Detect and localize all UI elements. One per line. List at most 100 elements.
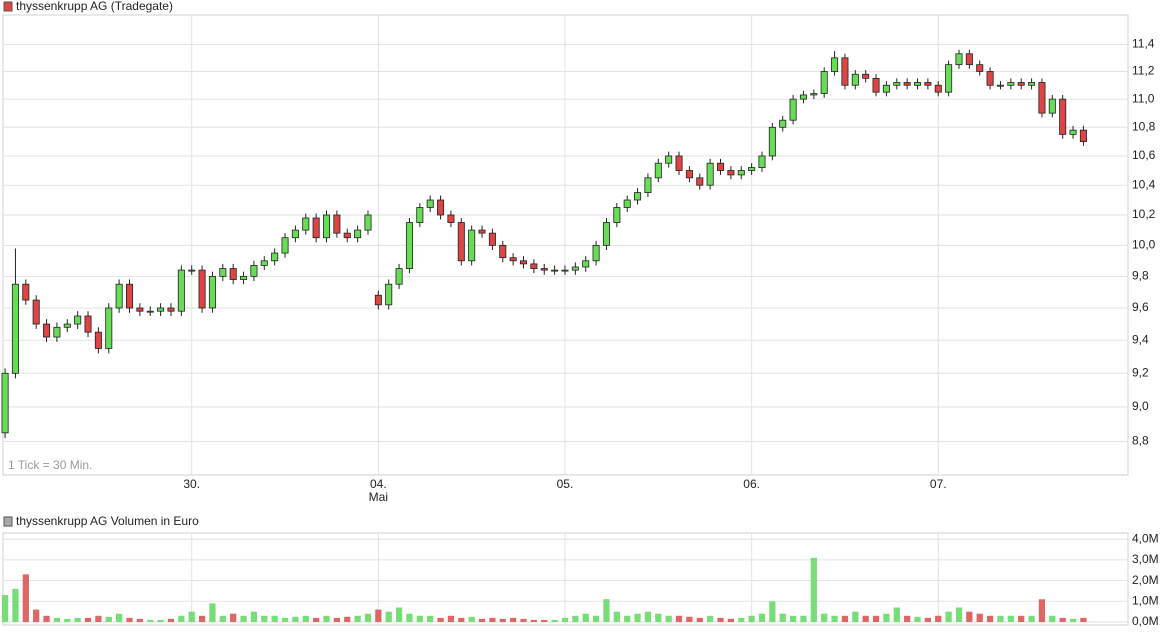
candle-body	[499, 244, 507, 259]
candle-body	[22, 283, 30, 301]
candle-body	[820, 71, 828, 94]
volume-bar	[447, 615, 455, 622]
volume-bar	[126, 617, 133, 622]
candle-body	[157, 307, 165, 312]
x-tick-label: 30.	[183, 477, 200, 491]
volume-bar	[375, 609, 382, 622]
volume-bar	[313, 617, 320, 622]
volume-bar	[458, 617, 465, 622]
candle-body	[986, 71, 994, 86]
volume-bar	[852, 611, 859, 622]
volume-bar	[157, 619, 164, 622]
y-tick-label: 9,4	[1132, 332, 1149, 346]
candle-body	[851, 73, 859, 86]
candle-body	[862, 73, 870, 79]
y-tick-label: 10,8	[1132, 119, 1156, 133]
y-tick-label: 10,4	[1132, 177, 1156, 191]
candle-body	[955, 53, 963, 66]
volume-bar	[955, 607, 963, 622]
candle-body	[32, 299, 40, 325]
volume-bar	[84, 617, 92, 622]
candle-body	[519, 260, 528, 265]
volume-bar	[686, 616, 693, 622]
volume-bar	[209, 603, 216, 622]
candle-body	[1028, 82, 1036, 86]
candle-body	[665, 155, 673, 164]
candle-body	[768, 126, 776, 157]
candle-body	[1017, 82, 1025, 86]
candle-body	[374, 294, 382, 306]
candle-body	[551, 269, 559, 272]
candle-body	[364, 214, 372, 231]
candle-body	[706, 162, 714, 186]
candle-body	[675, 155, 683, 171]
volume-bar	[530, 619, 537, 622]
volume-bar	[261, 615, 268, 622]
candle-body	[74, 315, 82, 325]
candle-body	[841, 57, 849, 86]
y-tick-label: 10,2	[1132, 207, 1156, 221]
volume-bar	[416, 615, 423, 622]
y-tick-label: 2,0M	[1132, 573, 1159, 587]
candle-body	[281, 237, 289, 254]
y-tick-label: 8,8	[1132, 434, 1149, 448]
volume-bar	[551, 619, 558, 622]
volume-bar	[769, 601, 776, 622]
candle-body	[965, 53, 973, 66]
volume-bar	[64, 618, 71, 622]
volume-bar	[323, 615, 330, 622]
candle-body	[882, 84, 890, 93]
volume-bar	[167, 618, 175, 622]
volume-bar	[105, 616, 112, 622]
volume-bar	[707, 615, 714, 622]
volume-bar	[758, 613, 766, 622]
candle-body	[893, 82, 901, 86]
volume-bar	[800, 615, 807, 622]
candle-body	[1, 372, 9, 434]
volume-bar	[33, 609, 40, 622]
candle-body	[914, 82, 922, 86]
volume-bar	[904, 615, 911, 622]
volume-bar	[644, 611, 652, 622]
legend-swatch	[3, 1, 13, 12]
volume-bar	[219, 615, 226, 622]
y-tick-label: 3,0M	[1132, 552, 1159, 566]
volume-bar	[250, 611, 258, 622]
volume-bar	[188, 611, 195, 622]
volume-bar	[427, 615, 434, 622]
y-tick-label: 9,6	[1132, 300, 1149, 314]
candle-body	[582, 260, 590, 268]
candle-body	[385, 283, 393, 306]
candle-body	[167, 307, 175, 312]
volume-bar	[53, 617, 61, 622]
volume-bar	[779, 613, 786, 622]
y-tick-label: 10,0	[1132, 238, 1156, 252]
volume-bar	[582, 613, 589, 622]
volume-bar	[738, 617, 745, 622]
candle-body	[592, 244, 600, 262]
candle-body	[1038, 82, 1046, 114]
y-tick-label: 10,6	[1132, 148, 1156, 162]
volume-bar	[499, 618, 506, 622]
candle-body	[748, 167, 756, 171]
volume-bar	[665, 615, 672, 622]
chart-title: thyssenkrupp AG (Tradegate)	[16, 0, 173, 13]
volume-bar	[997, 615, 1004, 622]
candle-body	[105, 307, 113, 349]
x-tick-label: 04.	[370, 477, 387, 491]
y-tick-label: 9,8	[1132, 269, 1149, 283]
candle-body	[260, 260, 268, 266]
y-tick-label: 9,0	[1132, 399, 1149, 413]
candle-body	[623, 199, 631, 208]
volume-bar	[541, 619, 548, 622]
candle-body	[416, 207, 424, 223]
y-tick-label: 1,0M	[1132, 593, 1159, 607]
volume-bar	[1080, 617, 1087, 622]
volume-bar	[116, 613, 123, 622]
candle-body	[934, 84, 942, 93]
tick-note: 1 Tick = 30 Min.	[8, 458, 92, 472]
candle-body	[758, 155, 766, 168]
candle-body	[43, 323, 51, 338]
candle-body	[437, 199, 445, 216]
volume-bar	[821, 613, 828, 622]
